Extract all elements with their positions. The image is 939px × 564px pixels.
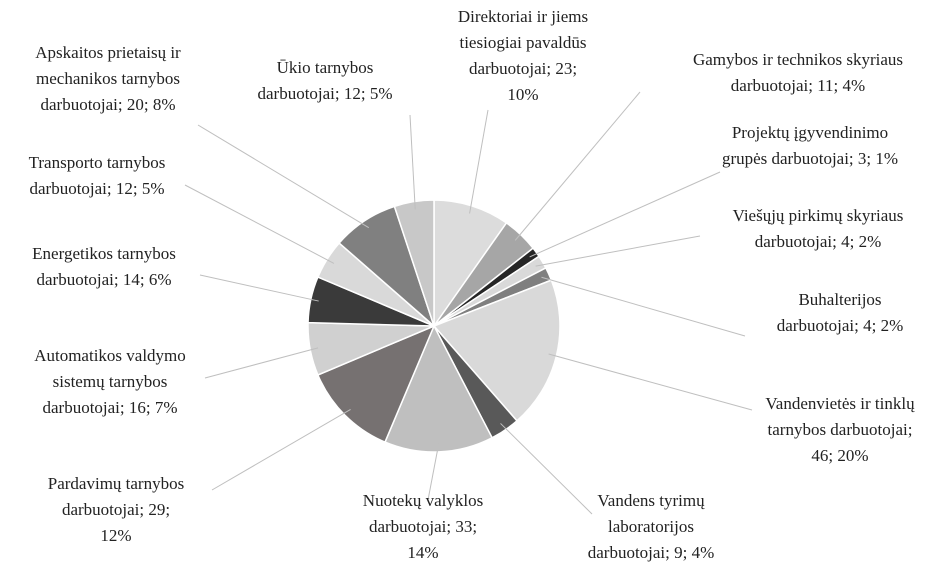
pie-slice	[393, 199, 435, 327]
leader-line	[535, 235, 701, 267]
leader-line	[529, 171, 721, 258]
slice-label-line: darbuotojai; 11; 4%	[731, 76, 865, 95]
slice-label-line: Ūkio tarnybos	[277, 58, 374, 77]
slice-label-line: Pardavimų tarnybos	[48, 474, 184, 493]
slice-label: Pardavimų tarnybos darbuotojai; 29; 12%	[48, 474, 184, 545]
slice-label-line: Gamybos ir technikos skyriaus	[693, 50, 903, 69]
slice-label-line: darbuotojai; 9; 4%	[588, 543, 715, 562]
slice-label: Nuotekų valyklos darbuotojai; 33; 14%	[363, 491, 483, 562]
leader-line	[197, 124, 370, 229]
slice-label-line: tarnybos darbuotojai;	[768, 420, 913, 439]
slice-label: Transporto tarnybos darbuotojai; 12; 5%	[29, 153, 166, 198]
slice-label-line: 12%	[100, 526, 131, 545]
slice-label-line: darbuotojai; 23;	[469, 59, 577, 78]
leader-line	[409, 114, 416, 210]
slice-label-line: darbuotojai; 16; 7%	[42, 398, 177, 417]
slice-label-line: darbuotojai; 33;	[369, 517, 477, 536]
slice-label: Automatikos valdymo sistemų tarnybos darbu…	[34, 346, 186, 417]
slice-label-line: darbuotojai; 20; 8%	[40, 95, 175, 114]
leader-line	[211, 409, 351, 491]
slice-label-line: darbuotojai; 4; 2%	[777, 316, 904, 335]
leader-line	[204, 347, 319, 379]
slice-label-line: tiesiogiai pavaldūs	[459, 33, 586, 52]
leader-line	[500, 423, 593, 515]
slice-label-line: Apskaitos prietaisų ir	[35, 43, 181, 62]
leader-line	[199, 274, 319, 302]
slice-label-line: darbuotojai; 12; 5%	[29, 179, 164, 198]
leader-line	[184, 184, 335, 264]
slice-label: Ūkio tarnybos darbuotojai; 12; 5%	[257, 58, 392, 103]
slice-label-line: 46; 20%	[811, 446, 868, 465]
slice-label-line: darbuotojai; 12; 5%	[257, 84, 392, 103]
pie-slice	[384, 324, 494, 453]
slice-label-line: Vandens tyrimų	[597, 491, 705, 510]
slice-label-line: laboratorijos	[608, 517, 694, 536]
slice-label-line: Vandenvietės ir tinklų	[765, 394, 915, 413]
slice-label: Gamybos ir technikos skyriaus darbuotojai…	[693, 50, 903, 95]
slice-label: Viešųjų pirkimų skyriaus darbuotojai; 4; …	[733, 206, 904, 251]
slice-label: Apskaitos prietaisų ir mechanikos tarnybo…	[35, 43, 181, 114]
slice-label-line: Direktoriai ir jiems	[458, 7, 588, 26]
slice-label-line: Projektų įgyvendinimo	[732, 123, 888, 142]
slice-label: Projektų įgyvendinimo grupės darbuotojai;…	[722, 123, 898, 168]
slice-label-line: sistemų tarnybos	[53, 372, 168, 391]
leader-line	[427, 443, 440, 501]
slice-label-line: Transporto tarnybos	[29, 153, 166, 172]
slice-label: Energetikos tarnybos darbuotojai; 14; 6%	[32, 244, 176, 289]
slice-label: Vandens tyrimų laboratorijos darbuotojai; …	[588, 491, 715, 562]
pie-slice	[316, 324, 436, 444]
slice-label-line: 10%	[507, 85, 538, 104]
slice-label-line: darbuotojai; 4; 2%	[755, 232, 882, 251]
slice-label-line: Viešųjų pirkimų skyriaus	[733, 206, 904, 225]
leader-line	[541, 276, 746, 337]
leader-line	[469, 109, 489, 214]
slice-label: Buhalterijos darbuotojai; 4; 2%	[777, 290, 904, 335]
slice-label-line: Energetikos tarnybos	[32, 244, 176, 263]
slice-label-line: darbuotojai; 29;	[62, 500, 170, 519]
slice-label-line: Buhalterijos	[798, 290, 881, 309]
slice-label-line: 14%	[407, 543, 438, 562]
pie-slice	[433, 199, 508, 329]
slice-label: Direktoriai ir jiems tiesiogiai pavaldūs d…	[458, 7, 588, 104]
slice-label-line: Nuotekų valyklos	[363, 491, 483, 510]
slice-label: Vandenvietės ir tinklų tarnybos darbuotoj…	[765, 394, 915, 465]
leader-line	[548, 353, 753, 411]
slice-label-line: grupės darbuotojai; 3; 1%	[722, 149, 898, 168]
slice-label-line: Automatikos valdymo	[34, 346, 186, 365]
slice-label-line: mechanikos tarnybos	[36, 69, 180, 88]
slice-label-line: darbuotojai; 14; 6%	[36, 270, 171, 289]
leader-line	[514, 91, 641, 241]
